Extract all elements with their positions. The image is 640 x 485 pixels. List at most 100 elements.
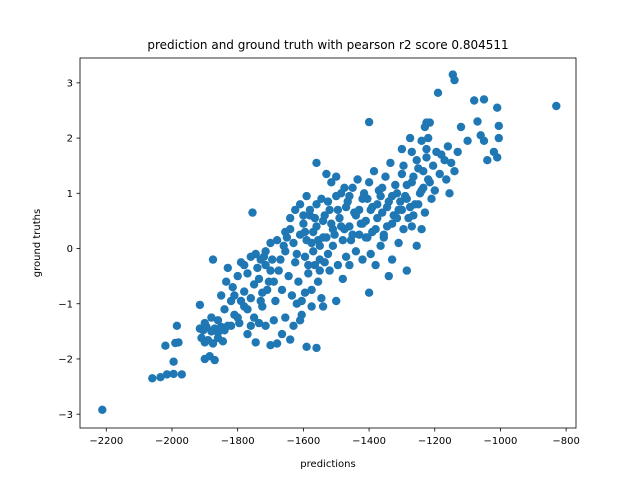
y-tick-label: 3 [67,78,73,89]
data-point [450,167,459,176]
data-point [332,296,341,306]
data-point [299,219,308,228]
data-point [251,338,260,347]
data-point [253,263,262,273]
data-point [305,205,315,215]
data-point [315,266,324,275]
data-point [318,302,328,311]
data-point [364,178,374,187]
data-point [405,133,415,143]
y-axis-ticks: −3 −2 −1 0 1 2 3 [58,78,80,421]
data-point [442,175,451,184]
data-point [312,343,321,353]
data-point [424,133,433,143]
data-point [327,219,336,228]
data-point [169,369,178,379]
x-axis-ticks: −2200 −2000 −1800 −1600 −1400 −1200 −1000 −800 [89,428,580,447]
data-point [440,156,449,165]
data-point [98,405,107,414]
data-point [333,205,343,215]
data-point [405,202,415,212]
y-tick-label: −2 [58,355,73,366]
data-point [281,227,290,237]
data-point [373,200,382,209]
data-point [236,296,246,306]
data-point [279,241,288,250]
data-point [276,255,285,264]
data-point [300,227,310,237]
data-point [358,219,367,228]
data-point [313,277,323,286]
x-tick-label: −1800 [221,436,255,447]
data-point [353,175,362,184]
data-point [289,238,298,248]
data-point [394,238,403,248]
data-point [228,283,237,292]
data-point [317,294,326,303]
data-point [263,285,272,295]
x-tick-label: −800 [552,436,579,447]
data-point [226,321,236,330]
data-point [348,183,357,192]
data-point [361,233,370,242]
data-point [320,211,329,220]
data-point [272,236,282,245]
data-point [210,355,219,365]
data-point [325,266,334,275]
data-point [397,205,407,215]
data-point [552,101,561,111]
y-tick-label: 1 [67,189,73,200]
data-point [277,329,287,339]
data-point [297,310,306,319]
data-point [345,191,354,201]
data-point [358,255,367,264]
data-point [412,241,421,250]
data-point [233,271,242,281]
data-point [396,197,405,206]
data-point [420,122,430,132]
data-point [379,233,388,242]
data-point [363,194,372,203]
data-point [338,274,347,284]
data-point [281,313,290,322]
data-point [412,156,421,165]
data-point [378,183,387,192]
data-point [266,341,275,350]
data-point [373,213,382,223]
data-point [243,305,252,314]
data-point [419,167,428,176]
data-point [249,280,259,289]
data-point [289,321,298,330]
data-point [172,321,182,330]
data-point [483,156,492,165]
data-point [364,117,374,127]
data-point [246,294,255,303]
data-point [161,341,170,350]
data-point [195,300,205,310]
data-point [447,158,456,168]
data-point [387,191,397,201]
x-tick-label: −1000 [484,436,518,447]
data-point [312,200,321,209]
data-point [355,230,364,239]
data-point [493,153,502,162]
data-point [402,180,411,190]
data-point [249,313,259,322]
data-point [402,194,411,203]
data-point [479,136,489,145]
data-point [364,288,374,297]
data-point [414,200,423,209]
data-point [246,321,255,330]
data-point [345,260,354,270]
data-point [333,260,343,270]
data-point [323,249,333,259]
data-point [248,208,257,217]
data-point [397,144,407,154]
data-point [419,183,428,192]
data-point [291,258,300,267]
data-point [312,222,321,231]
data-point [256,255,265,264]
data-point [243,329,252,339]
data-point [368,227,377,237]
data-point [427,194,436,203]
